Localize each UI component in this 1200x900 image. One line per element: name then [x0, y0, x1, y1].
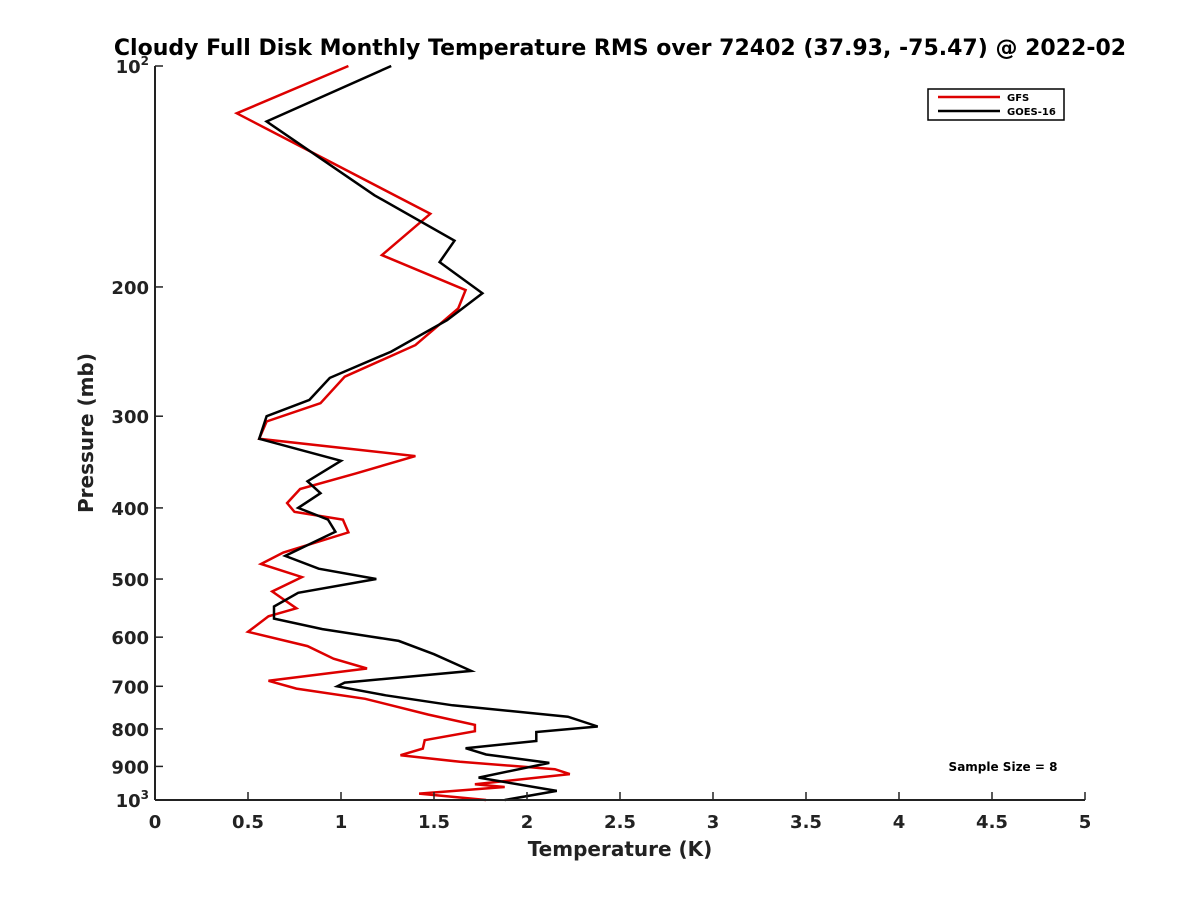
- y-axis-label: Pressure (mb): [74, 353, 98, 513]
- y-tick-label: 600: [111, 628, 149, 649]
- y-tick-label-base: 900: [111, 757, 149, 778]
- y-tick-label: 400: [111, 499, 149, 520]
- x-tick-label: 2: [521, 812, 534, 833]
- y-tick-label-base: 400: [111, 499, 149, 520]
- x-tick-label: 2.5: [604, 812, 636, 833]
- legend-box: [927, 88, 1065, 121]
- y-tick-label-base: 800: [111, 720, 149, 741]
- y-tick-label: 900: [111, 757, 149, 778]
- y-tick-label: 200: [111, 278, 149, 299]
- y-tick-label: 500: [111, 570, 149, 591]
- y-tick-label-base: 10: [116, 791, 141, 812]
- legend-label-goes-16: GOES-16: [1007, 107, 1056, 118]
- y-tick-label: 700: [111, 677, 149, 698]
- legend: GFS GOES-16: [927, 88, 1065, 121]
- y-tick-label-base: 700: [111, 677, 149, 698]
- x-tick-label: 1: [335, 812, 348, 833]
- y-tick-label: 300: [111, 407, 149, 428]
- x-tick-label: 3: [707, 812, 720, 833]
- x-axis-label: Temperature (K): [528, 837, 713, 861]
- legend-label-gfs: GFS: [1007, 93, 1029, 104]
- series-line-goes-16: [257, 64, 599, 802]
- x-tick-label: 4: [893, 812, 906, 833]
- y-tick-label: 103: [116, 788, 149, 812]
- x-tick-label: 3.5: [790, 812, 822, 833]
- y-tick-label: 102: [116, 54, 149, 78]
- y-tick-label-base: 10: [116, 57, 141, 78]
- sample-size-annotation: Sample Size = 8: [949, 760, 1058, 774]
- x-tick-label: 4.5: [976, 812, 1008, 833]
- y-tick-label-base: 300: [111, 407, 149, 428]
- y-tick-label: 800: [111, 720, 149, 741]
- x-tick-label: 1.5: [418, 812, 450, 833]
- x-tick-label: 0.5: [232, 812, 264, 833]
- y-tick-label-exponent: 3: [141, 788, 149, 802]
- y-tick-label-exponent: 2: [141, 54, 149, 68]
- series-group: [233, 64, 599, 802]
- y-tick-label-base: 600: [111, 628, 149, 649]
- x-tick-label: 5: [1079, 812, 1092, 833]
- plot-area: 0 0.5 1 1.5 2 2.5 3 3.5 4 4.5 5 102200300400500600…: [111, 54, 1091, 833]
- y-tick-label-base: 500: [111, 570, 149, 591]
- x-tick-label: 0: [149, 812, 162, 833]
- chart-title: Cloudy Full Disk Monthly Temperature RMS…: [114, 36, 1126, 61]
- x-axis-ticks: 0 0.5 1 1.5 2 2.5 3 3.5 4 4.5 5: [149, 792, 1092, 833]
- y-tick-label-base: 200: [111, 278, 149, 299]
